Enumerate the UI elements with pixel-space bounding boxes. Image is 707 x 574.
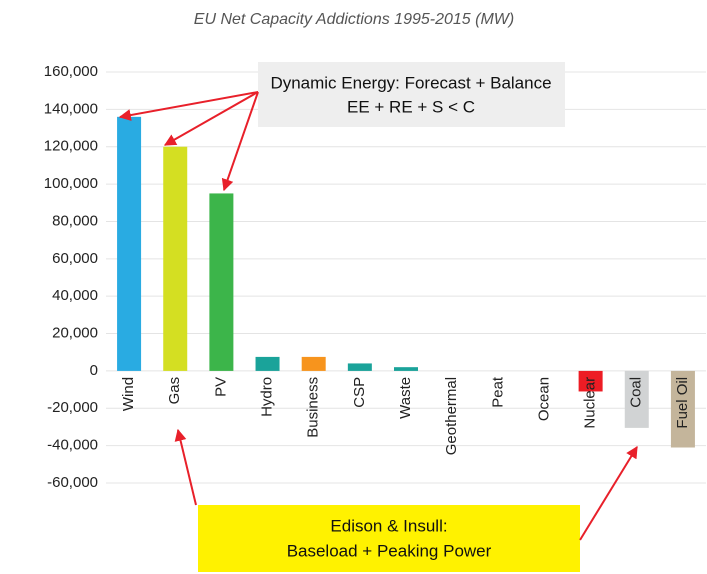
y-tick-label: 140,000 xyxy=(44,100,98,117)
y-tick-label: 0 xyxy=(90,362,98,379)
x-tick-label: CSP xyxy=(351,377,368,408)
x-tick-label: Ocean xyxy=(535,377,552,421)
y-tick-label: 100,000 xyxy=(44,175,98,192)
bar xyxy=(394,367,418,371)
y-tick-label: 60,000 xyxy=(52,250,98,267)
annotation: Edison & Insull: xyxy=(330,516,447,535)
y-tick-label: 80,000 xyxy=(52,212,98,229)
bar xyxy=(117,116,142,371)
bar xyxy=(209,193,234,371)
x-tick-label: Wind xyxy=(120,377,137,411)
y-tick-label: 40,000 xyxy=(52,287,98,304)
y-tick-label: 20,000 xyxy=(52,325,98,342)
arrows xyxy=(118,91,638,541)
y-tick-label: -60,000 xyxy=(47,474,98,491)
x-tick-label: Business xyxy=(305,377,322,438)
x-tick-label: Geothermal xyxy=(443,377,460,455)
x-tick-label: Peat xyxy=(489,376,506,408)
bar xyxy=(347,363,372,371)
annotation: EE + RE + S < C xyxy=(347,97,475,116)
x-tick-label: Nuclear xyxy=(582,377,599,429)
y-tick-label: 120,000 xyxy=(44,138,98,155)
x-tick-label: Waste xyxy=(397,377,414,419)
x-tick-label: Fuel Oil xyxy=(674,377,691,429)
annotation-box xyxy=(258,62,565,127)
y-tick-label: -20,000 xyxy=(47,399,98,416)
y-tick-label: 160,000 xyxy=(44,63,98,80)
x-tick-label: Hydro xyxy=(259,377,276,417)
x-tick-label: PV xyxy=(212,377,229,397)
annotation-box xyxy=(198,505,580,572)
bar xyxy=(578,370,603,392)
plot: -60,000 -40,000 -20,000 0 20,000 40,000 60,000… xyxy=(44,63,706,491)
chart-title: EU Net Capacity Addictions 1995-2015 (MW… xyxy=(194,11,514,28)
bar xyxy=(163,146,188,371)
bar xyxy=(255,356,280,371)
bar xyxy=(301,356,326,371)
bar xyxy=(624,370,649,428)
annotation: Dynamic Energy: Forecast + Balance xyxy=(270,73,551,92)
x-tick-label: Gas xyxy=(166,377,183,405)
x-tick-label: Coal xyxy=(628,377,645,408)
annotation: Baseload + Peaking Power xyxy=(287,541,492,560)
bar xyxy=(670,370,695,448)
y-tick-label: -40,000 xyxy=(47,437,98,454)
